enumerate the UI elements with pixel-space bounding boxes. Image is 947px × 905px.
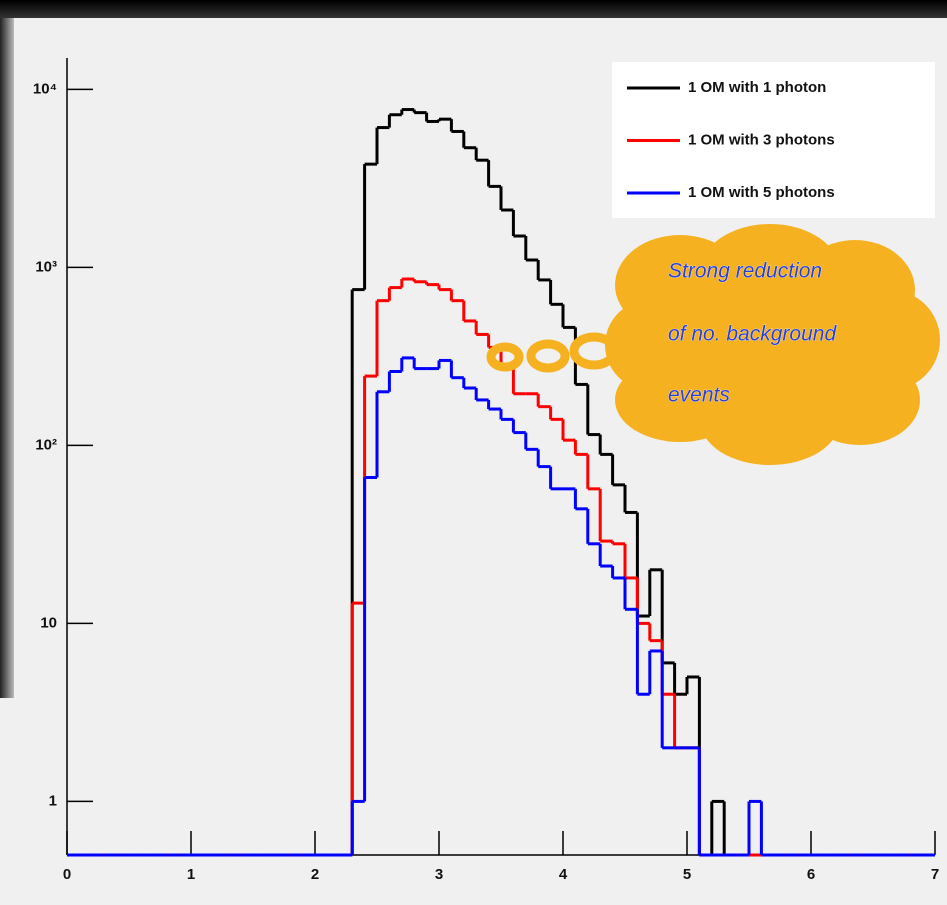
legend: 1 OM with 1 photon 1 OM with 3 photons 1 O… [612,62,935,218]
y-tick-label: 10⁴ [33,80,57,97]
x-tick-label: 2 [311,866,319,883]
annotation: events [668,384,730,407]
x-tick-label: 7 [931,866,939,883]
y-tick-label: 1 [49,792,57,809]
annotation: of no. background [668,323,837,346]
y-tick-label: 10² [35,436,57,453]
window-bar [0,0,947,18]
legend-label: 1 OM with 3 photons [688,131,835,148]
x-tick-label: 0 [63,866,71,883]
annotation-cloud: Strong reduction of no. background event… [486,224,940,465]
window-edge [0,18,14,698]
x-tick-label: 4 [559,866,568,883]
x-tick-label: 3 [435,866,443,883]
y-tick-label: 10³ [35,258,57,275]
y-tick-label: 10 [40,614,57,631]
annotation: Strong reduction [668,260,822,283]
legend-label: 1 OM with 5 photons [688,184,835,201]
x-tick-label: 5 [683,866,691,883]
legend-label: 1 OM with 1 photon [688,79,826,96]
x-tick-label: 1 [187,866,195,883]
x-tick-label: 6 [807,866,815,883]
